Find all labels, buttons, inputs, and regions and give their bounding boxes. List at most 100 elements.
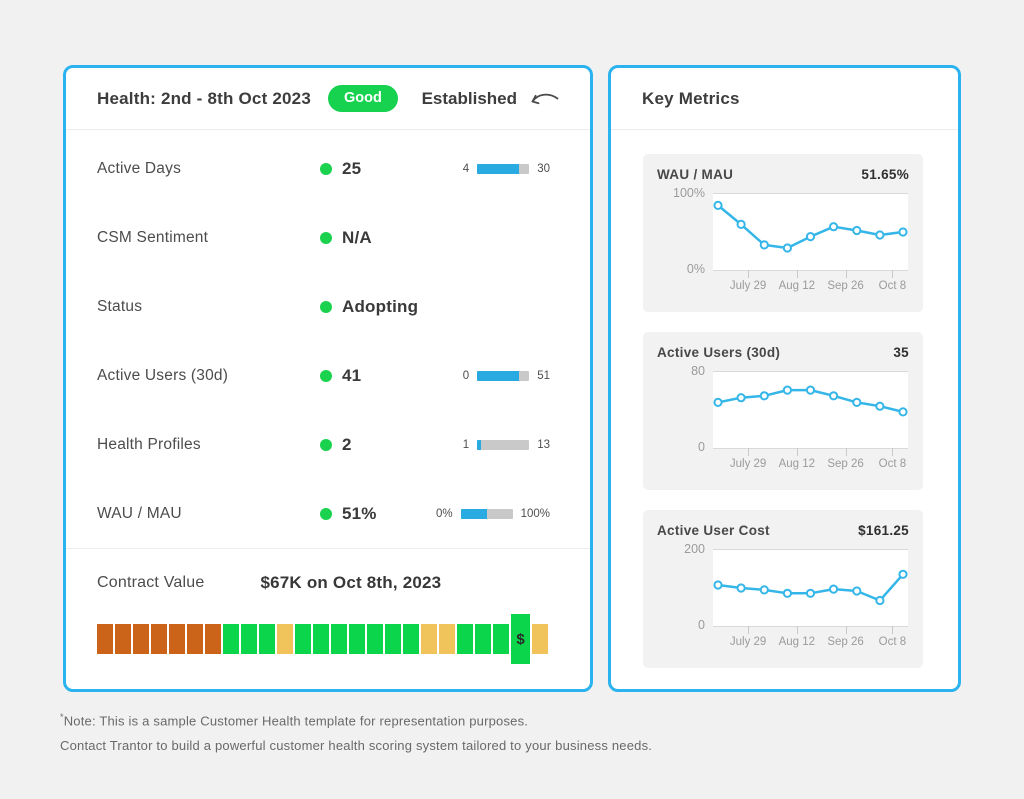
- contract-square: [331, 624, 347, 654]
- line-chart: July 29 Aug 12 Sep 26 Oct 8: [713, 193, 908, 292]
- metric-value-text: 51%: [342, 503, 377, 523]
- metric-value-text: 25: [342, 158, 362, 178]
- x-axis-tick: [748, 270, 750, 278]
- contract-square: [187, 624, 203, 654]
- metric-value-text: 41: [342, 365, 362, 385]
- contract-square: [169, 624, 185, 654]
- x-axis-tick: [796, 448, 798, 456]
- health-panel-header: Health: 2nd - 8th Oct 2023 Good Establis…: [66, 68, 590, 129]
- contract-square: [349, 624, 365, 654]
- progress-track: [477, 439, 530, 450]
- x-axis-label: Oct 8: [878, 280, 907, 292]
- contract-value-label: Contract Value: [97, 574, 205, 591]
- x-axis-label: Sep 26: [827, 280, 864, 292]
- metric-card-title: Active User Cost: [657, 523, 770, 538]
- x-axis-tick: [845, 270, 847, 278]
- x-axis-tick: [796, 270, 798, 278]
- metric-row: Active Users (30d) 41 0 51: [97, 341, 550, 410]
- metric-card-value: $161.25: [858, 523, 909, 538]
- metric-value-text: Adopting: [342, 296, 419, 316]
- metric-value: 2: [320, 435, 352, 455]
- x-axis-label: Aug 12: [778, 636, 816, 648]
- range-bar: 0% 100%: [436, 508, 550, 520]
- metric-card: Active Users (30d) 35 80 0 July 29 Aug 12 Sep …: [643, 332, 923, 490]
- y-axis-min-label: 0: [698, 440, 705, 454]
- metric-card-header: Active User Cost $161.25: [657, 523, 909, 538]
- x-axis-label: Aug 12: [778, 280, 816, 292]
- metric-card-title: Active Users (30d): [657, 345, 781, 360]
- progress-fill: [477, 370, 519, 381]
- metric-label: Active Days: [97, 159, 182, 177]
- contract-square: [403, 624, 419, 654]
- contract-square: [223, 624, 239, 654]
- line-chart: July 29 Aug 12 Sep 26 Oct 8: [713, 549, 908, 648]
- y-axis-max-label: 80: [691, 364, 705, 378]
- footer-note-line2: Contact Trantor to build a powerful cust…: [60, 738, 653, 754]
- lifecycle-stage-label: Established: [421, 88, 517, 108]
- range-max-label: 30: [537, 162, 550, 175]
- contract-value-text: $67K on Oct 8th, 2023: [260, 573, 442, 592]
- x-axis-tick: [748, 448, 750, 456]
- metric-card: WAU / MAU 51.65% 100% 0% July 29 Aug 12 Sep 26…: [643, 154, 923, 312]
- y-axis-min-label: 0: [698, 618, 705, 632]
- metric-label: Status: [97, 297, 143, 315]
- contract-square: [241, 624, 257, 654]
- contract-section: Contract Value $67K on Oct 8th, 2023 $: [66, 549, 590, 664]
- range-max-label: 13: [537, 438, 550, 451]
- contract-square: [259, 624, 275, 654]
- metric-card: Active User Cost $161.25 200 0 July 29 Aug 12…: [643, 510, 923, 668]
- x-axis-label: Sep 26: [827, 458, 864, 470]
- metric-row: WAU / MAU 51% 0% 100%: [97, 479, 550, 548]
- status-dot-icon: [320, 231, 332, 244]
- metric-value: 51%: [320, 504, 377, 524]
- footer-note: *Note: This is a sample Customer Health …: [60, 709, 652, 759]
- dollar-symbol: $: [516, 630, 525, 648]
- x-axis-tick: [845, 626, 847, 634]
- contract-square: [367, 624, 383, 654]
- contract-bar: $: [97, 614, 559, 664]
- metric-card-header: WAU / MAU 51.65%: [657, 167, 909, 182]
- contract-square: [97, 624, 113, 654]
- health-rows: Active Days 25 4 30 CSM Sentiment N/A Status Ad…: [66, 130, 590, 548]
- contract-square: [532, 624, 548, 654]
- progress-track: [460, 508, 513, 519]
- metric-row: Active Days 25 4 30: [97, 134, 550, 203]
- y-axis-max-label: 100%: [673, 186, 705, 200]
- metric-cards: WAU / MAU 51.65% 100% 0% July 29 Aug 12 Sep 26…: [611, 130, 958, 668]
- health-status-badge: Good: [327, 85, 398, 112]
- contract-square: [151, 624, 167, 654]
- progress-track: [477, 163, 530, 174]
- x-axis-tick: [845, 448, 847, 456]
- chart-area: 100% 0% July 29 Aug 12 Sep 26 Oct 8: [657, 186, 909, 297]
- contract-square: [421, 624, 437, 654]
- x-axis-label: Aug 12: [778, 458, 816, 470]
- x-axis-tick: [796, 626, 798, 634]
- metric-value-text: N/A: [342, 227, 372, 247]
- metric-label: Health Profiles: [97, 435, 201, 453]
- range-max-label: 100%: [520, 507, 550, 520]
- status-dot-icon: [320, 162, 332, 175]
- status-dot-icon: [320, 438, 332, 451]
- status-dot-icon: [320, 369, 332, 382]
- metric-label: WAU / MAU: [97, 504, 182, 522]
- y-axis-max-label: 200: [684, 542, 705, 556]
- status-dot-icon: [320, 507, 332, 520]
- x-axis-label: Oct 8: [878, 458, 907, 470]
- contract-square: [439, 624, 455, 654]
- x-axis-label: Sep 26: [827, 636, 864, 648]
- x-axis-label: Oct 8: [878, 636, 907, 648]
- back-arrow-icon[interactable]: [530, 90, 560, 107]
- contract-square: [493, 624, 509, 654]
- contract-square: [457, 624, 473, 654]
- range-bar: 1 13: [463, 439, 550, 451]
- metric-card-title: WAU / MAU: [657, 167, 734, 182]
- metric-label: Active Users (30d): [97, 366, 229, 384]
- progress-track: [477, 370, 530, 381]
- progress-fill: [460, 508, 488, 519]
- note-asterisk: *: [60, 712, 64, 722]
- x-axis-label: July 29: [729, 280, 767, 292]
- x-axis-label: July 29: [729, 636, 767, 648]
- metric-card-value: 51.65%: [861, 167, 909, 182]
- metric-row: Status Adopting: [97, 272, 550, 341]
- metric-label: CSM Sentiment: [97, 228, 209, 246]
